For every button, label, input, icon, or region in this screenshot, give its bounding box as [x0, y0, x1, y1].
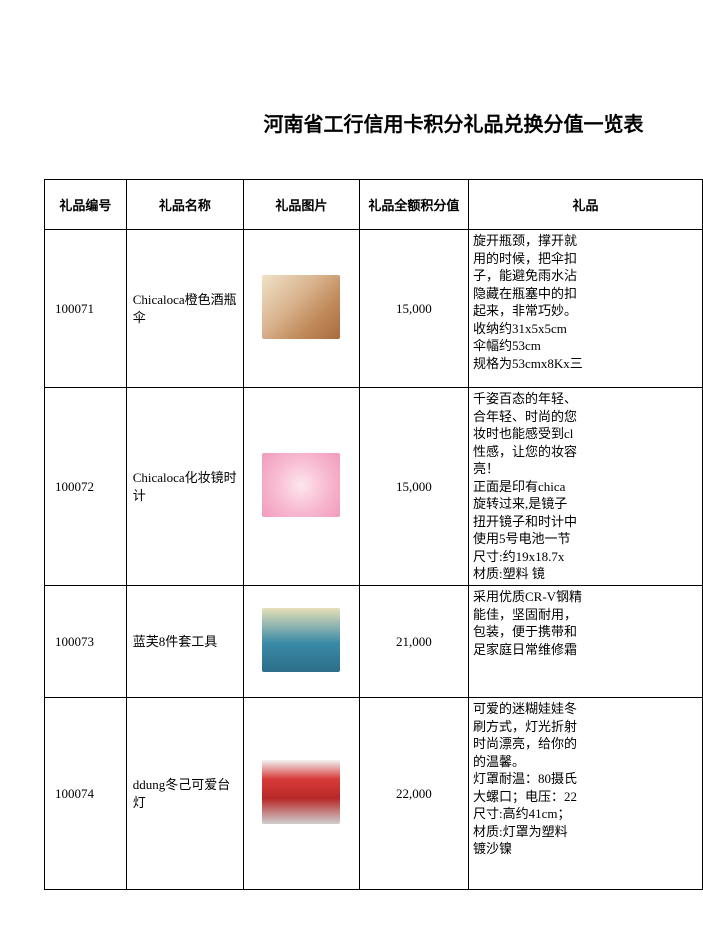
table-row: 100072 Chicaloca化妆镜时计 15,000 千姿百态的年轻、合年轻… [45, 388, 703, 586]
cell-name: 蓝芙8件套工具 [126, 586, 243, 698]
cell-id: 100074 [45, 698, 127, 890]
gift-table: 礼品编号 礼品名称 礼品图片 礼品全额积分值 礼品 100071 Chicalo… [44, 179, 703, 890]
gift-thumb [262, 760, 340, 824]
cell-desc: 旋开瓶颈，撑开就用的时候，把伞扣子，能避免雨水沾隐藏在瓶塞中的扣起来，非常巧妙。… [469, 230, 703, 388]
gift-thumb [262, 275, 340, 339]
cell-id: 100072 [45, 388, 127, 586]
table-row: 100073 蓝芙8件套工具 21,000 采用优质CR-V钢精能佳，坚固耐用，… [45, 586, 703, 698]
cell-id: 100073 [45, 586, 127, 698]
cell-points: 15,000 [359, 230, 468, 388]
cell-image [244, 388, 360, 586]
table-row: 100071 Chicaloca橙色酒瓶伞 15,000 旋开瓶颈，撑开就用的时… [45, 230, 703, 388]
gift-thumb [262, 608, 340, 672]
page-title: 河南省工行信用卡积分礼品兑换分值一览表 [44, 108, 703, 137]
cell-points: 15,000 [359, 388, 468, 586]
cell-name: ddung冬己可爱台灯 [126, 698, 243, 890]
cell-name: Chicaloca化妆镜时计 [126, 388, 243, 586]
col-image: 礼品图片 [244, 180, 360, 230]
col-id: 礼品编号 [45, 180, 127, 230]
cell-points: 21,000 [359, 586, 468, 698]
cell-image [244, 586, 360, 698]
cell-image [244, 698, 360, 890]
cell-desc: 采用优质CR-V钢精能佳，坚固耐用，包装，便于携带和足家庭日常维修霜 [469, 586, 703, 698]
cell-desc: 千姿百态的年轻、合年轻、时尚的您妆时也能感受到cl性感，让您的妆容亮！正面是印有… [469, 388, 703, 586]
cell-name: Chicaloca橙色酒瓶伞 [126, 230, 243, 388]
col-desc: 礼品 [469, 180, 703, 230]
gift-thumb [262, 453, 340, 517]
table-header-row: 礼品编号 礼品名称 礼品图片 礼品全额积分值 礼品 [45, 180, 703, 230]
cell-desc: 可爱的迷糊娃娃冬刷方式，灯光折射时尚漂亮，给你的的温馨。灯罩耐温：80摄氏大螺口… [469, 698, 703, 890]
table-row: 100074 ddung冬己可爱台灯 22,000 可爱的迷糊娃娃冬刷方式，灯光… [45, 698, 703, 890]
col-name: 礼品名称 [126, 180, 243, 230]
col-points: 礼品全额积分值 [359, 180, 468, 230]
cell-image [244, 230, 360, 388]
cell-id: 100071 [45, 230, 127, 388]
cell-points: 22,000 [359, 698, 468, 890]
